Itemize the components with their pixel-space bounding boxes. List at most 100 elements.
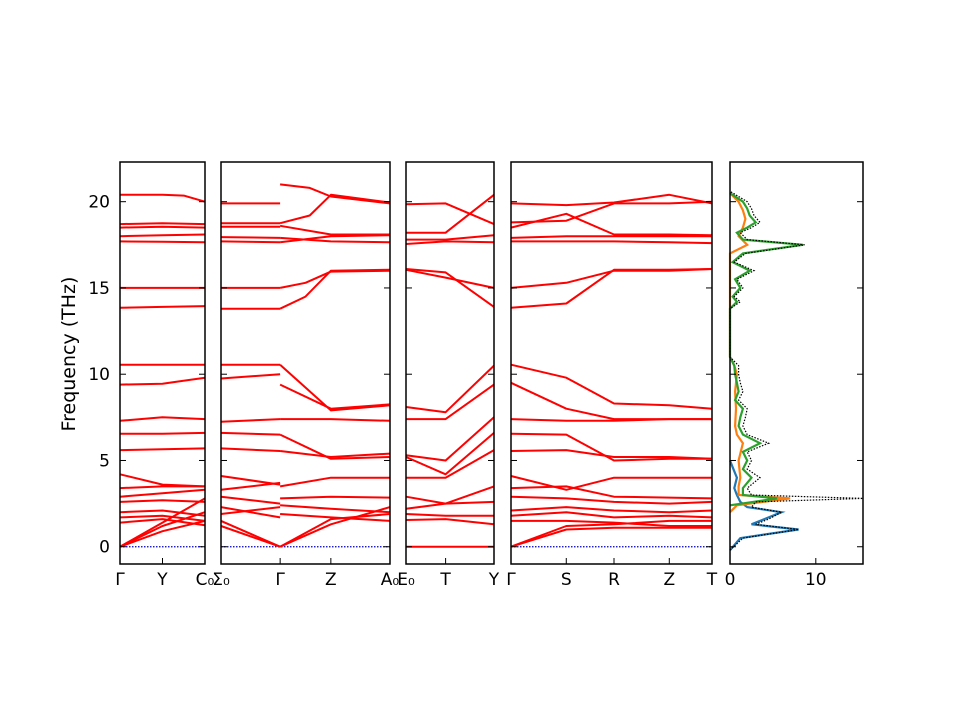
- band-line: [511, 240, 713, 245]
- band-line: [119, 499, 206, 503]
- band-line: [119, 225, 206, 229]
- band-line: [279, 433, 391, 460]
- band-line: [120, 193, 206, 203]
- band-line: [405, 485, 495, 505]
- band-line: [220, 481, 281, 491]
- x-tick-label: Z: [325, 570, 337, 590]
- band-line: [510, 432, 712, 462]
- band-panel-1: 0 5 10 15 20 Γ Y C₀: [88, 161, 215, 590]
- x-tick-label: E₀: [397, 570, 415, 590]
- band-line: [510, 235, 712, 239]
- x-tick-label: 0: [725, 570, 736, 590]
- band-line: [119, 473, 206, 488]
- band-line: [279, 506, 391, 548]
- dos-series-dos_3: [728, 192, 804, 507]
- x-tick-label: Y: [156, 570, 168, 590]
- band-line: [119, 240, 206, 244]
- x-tick-label: T: [706, 570, 718, 590]
- panel-frame: [510, 161, 713, 565]
- band-line: [406, 234, 495, 241]
- band-line: [510, 363, 713, 410]
- band-line: [279, 269, 391, 289]
- band-line: [119, 233, 206, 238]
- band-line: [405, 268, 495, 289]
- x-tick-label: Σ₀: [212, 570, 230, 590]
- band-line: [405, 268, 495, 308]
- x-tick-label: T: [439, 570, 451, 590]
- band-line: [510, 381, 712, 421]
- band-line: [279, 234, 391, 244]
- band-line: [279, 476, 390, 488]
- band-line: [279, 183, 391, 205]
- panel-frame: [405, 161, 495, 565]
- band-line: [405, 364, 495, 414]
- band-line: [405, 202, 495, 226]
- dos-series-dos_2: [728, 192, 791, 513]
- x-tick-label: C₀: [196, 570, 215, 590]
- band-line: [279, 513, 391, 548]
- band-line: [510, 268, 713, 309]
- band-line: [405, 513, 494, 517]
- x-tick-label: Γ: [275, 570, 285, 590]
- panel-frame: [220, 161, 391, 565]
- band-line: [510, 526, 712, 548]
- band-line: [220, 506, 281, 515]
- band-line: [510, 418, 712, 422]
- band-line: [280, 418, 391, 422]
- x-tick-label: Γ: [115, 570, 125, 590]
- band-line: [220, 418, 281, 423]
- band-line: [406, 383, 495, 421]
- band-line: [405, 432, 495, 476]
- band-line: [119, 416, 206, 422]
- band-line: [510, 449, 713, 460]
- panel-frame: [729, 161, 864, 565]
- band-line: [220, 506, 281, 519]
- band-line: [280, 236, 391, 244]
- band-line: [511, 519, 712, 527]
- band-line: [510, 475, 712, 491]
- band-line: [119, 509, 206, 517]
- x-tick-label: Z: [663, 570, 675, 590]
- band-line: [119, 497, 206, 548]
- y-tick-label: 15: [88, 279, 110, 299]
- band-line: [279, 450, 391, 458]
- band-line: [119, 485, 205, 490]
- band-line: [220, 495, 281, 505]
- band-line: [220, 431, 281, 436]
- band-line: [405, 416, 495, 462]
- x-tick-label: S: [561, 570, 572, 590]
- band-line: [220, 373, 281, 380]
- band-line: [510, 511, 713, 519]
- band-line: [510, 200, 713, 224]
- x-tick-label: Γ: [506, 570, 516, 590]
- y-tick-label: 5: [99, 451, 110, 471]
- band-line: [119, 519, 206, 548]
- band-line: [405, 500, 495, 510]
- x-tick-label: R: [608, 570, 620, 590]
- band-line: [119, 514, 206, 522]
- band-line: [406, 449, 495, 479]
- y-tick-label: 20: [88, 193, 110, 213]
- band-line: [119, 447, 206, 452]
- band-line: [120, 431, 206, 435]
- band-line: [510, 506, 713, 514]
- band-line: [119, 222, 206, 226]
- y-tick-label: 0: [99, 538, 110, 558]
- band-line: [279, 224, 390, 236]
- x-tick-label: Y: [488, 570, 500, 590]
- band-line: [119, 518, 206, 527]
- y-tick-label: 10: [88, 365, 110, 385]
- band-panel-2: Σ₀ Γ Z A₀: [212, 161, 399, 590]
- band-line: [119, 305, 206, 309]
- band-line: [280, 504, 391, 514]
- band-line: [405, 518, 495, 526]
- band-line: [119, 376, 206, 386]
- band-line: [510, 495, 713, 505]
- band-line: [279, 363, 391, 412]
- band-line: [405, 240, 495, 245]
- band-line: [220, 447, 281, 452]
- band-line: [510, 212, 713, 237]
- y-axis-label: Frequency (THz): [58, 277, 80, 432]
- x-tick-label: 10: [805, 570, 827, 590]
